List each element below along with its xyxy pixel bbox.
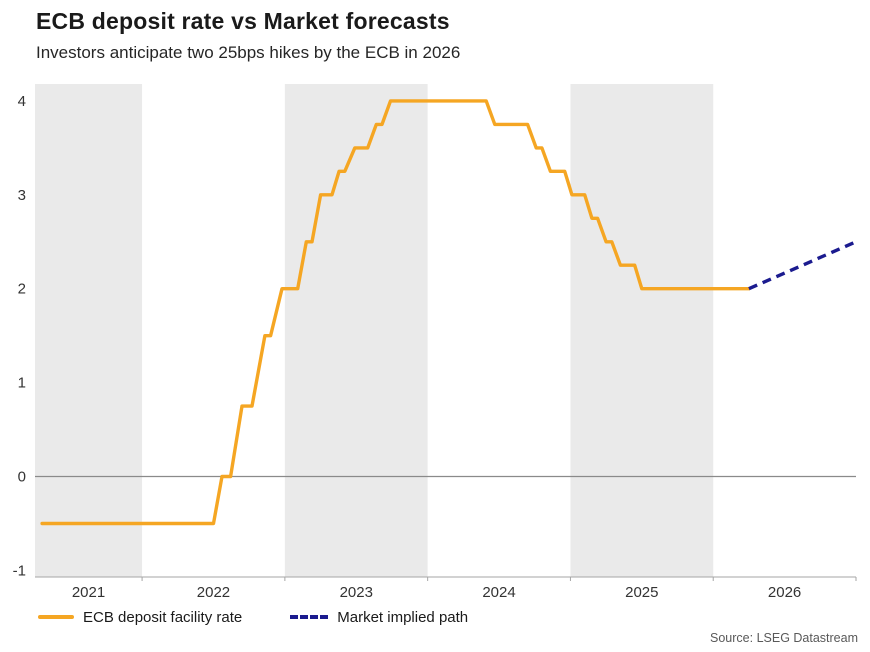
x-tick-label: 2021 (72, 584, 105, 601)
history-line (40, 99, 751, 526)
x-tick-label: 2024 (482, 584, 515, 601)
forecast-line-swatch (290, 615, 329, 619)
forecast-line (748, 240, 857, 291)
history-line-swatch (38, 615, 74, 619)
x-tick-label: 2025 (625, 584, 658, 601)
legend-item-history: ECB deposit facility rate (38, 609, 242, 626)
x-tick-label: 2026 (768, 584, 801, 601)
legend: ECB deposit facility rate Market implied… (38, 605, 468, 629)
y-tick-label: 3 (18, 187, 26, 204)
year-band (284, 84, 428, 577)
y-tick-label: 1 (18, 375, 26, 392)
source-credit: Source: LSEG Datastream (710, 631, 858, 645)
chart-title: ECB deposit rate vs Market forecasts (36, 8, 450, 34)
year-band (570, 84, 714, 577)
year-band (35, 84, 143, 577)
x-tick-label: 2023 (340, 584, 373, 601)
legend-label-history: ECB deposit facility rate (83, 608, 243, 626)
x-tick-label: 2022 (197, 584, 230, 601)
chart-subtitle: Investors anticipate two 25bps hikes by … (36, 43, 461, 62)
legend-item-forecast: Market implied path (290, 609, 468, 626)
y-tick-label: 2 (18, 281, 26, 298)
y-tick-label: 0 (18, 469, 26, 486)
y-tick-label: 4 (18, 93, 26, 110)
legend-label-forecast: Market implied path (337, 608, 469, 626)
y-tick-label: -1 (13, 562, 26, 579)
